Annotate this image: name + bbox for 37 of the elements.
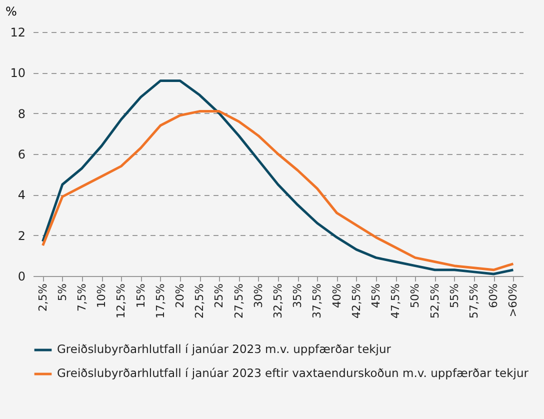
x-tick-label: 57,5% bbox=[468, 284, 480, 318]
x-tick-label: 15% bbox=[134, 284, 148, 308]
y-tick-label: 0 bbox=[18, 270, 26, 284]
line-series bbox=[42, 110, 514, 272]
x-tick-label: 25% bbox=[212, 284, 226, 308]
x-tick-label: 10% bbox=[95, 284, 108, 308]
x-tick-label: >60% bbox=[506, 284, 520, 318]
x-tick-label: 17,5% bbox=[154, 284, 167, 318]
y-tick-label: 2 bbox=[18, 228, 26, 243]
y-tick-label: 12 bbox=[10, 26, 26, 40]
y-tick-label: 8 bbox=[18, 106, 26, 121]
x-tick-label: 5% bbox=[56, 284, 69, 301]
x-tick-label: 55% bbox=[448, 284, 461, 308]
x-tick-label: 27,5% bbox=[232, 284, 246, 318]
x-tick-label: 37,5% bbox=[310, 284, 324, 318]
x-tick-label: 60% bbox=[487, 284, 500, 308]
y-tick-label: 10 bbox=[10, 66, 26, 80]
y-tick-label: 6 bbox=[18, 148, 26, 162]
x-tick-label: 40% bbox=[330, 284, 344, 308]
x-tick-label: 47,5% bbox=[389, 284, 402, 318]
legend-label: Greiðslubyrðarhlutfall í janúar 2023 m.v. uppfærðar tekjur bbox=[57, 342, 392, 356]
x-tick-label: 30% bbox=[252, 284, 265, 308]
x-tick-label: 52,5% bbox=[428, 284, 442, 318]
y-tick-label: 4 bbox=[18, 188, 26, 202]
x-tick-label: 42,5% bbox=[350, 284, 363, 318]
x-tick-label: 35% bbox=[291, 284, 304, 308]
line-series bbox=[42, 80, 514, 276]
x-tick-label: 32,5% bbox=[272, 284, 284, 318]
x-tick-label: 7,5% bbox=[76, 284, 88, 312]
x-tick-label: 50% bbox=[408, 284, 422, 308]
x-tick-label: 22,5% bbox=[193, 284, 206, 318]
x-tick-label: 12,5% bbox=[114, 284, 128, 318]
x-tick-label: 20% bbox=[174, 284, 186, 308]
x-tick-label: 45% bbox=[370, 284, 382, 308]
x-tick-label: 2,5% bbox=[36, 284, 50, 312]
legend-label: Greiðslubyrðarhlutfall í janúar 2023 eftir vaxtaendurskoðun m.v. uppfærðar tekjur bbox=[57, 366, 529, 380]
y-axis-title: % bbox=[6, 4, 17, 18]
